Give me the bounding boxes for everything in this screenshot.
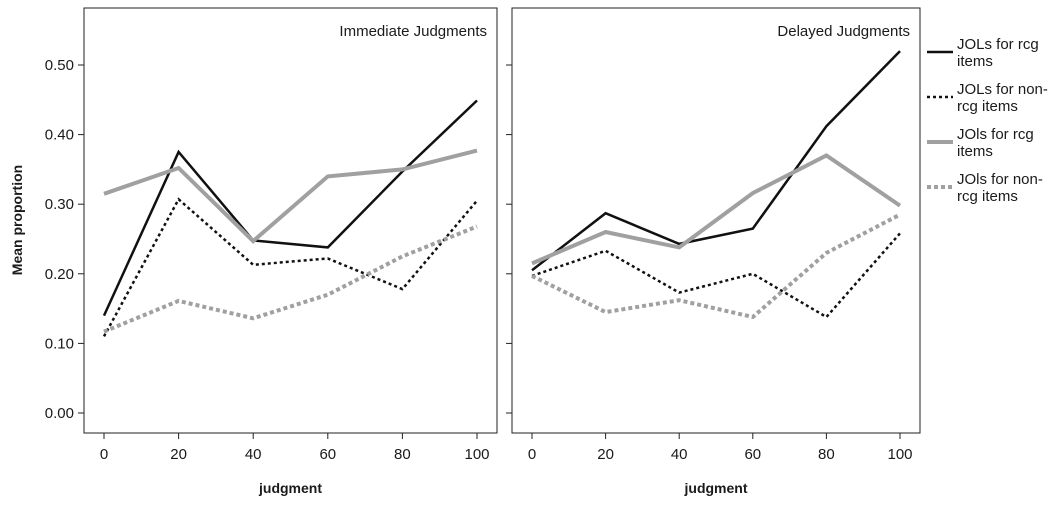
panels-layer: Immediate Judgments 0.00 0.10 0.20 0.30 0.40 0… bbox=[45, 7, 921, 496]
x-axis-title: judgment bbox=[258, 480, 322, 496]
x-tick-label: 0 bbox=[100, 446, 108, 463]
x-tick-label: 20 bbox=[597, 446, 614, 463]
series-line bbox=[531, 153, 902, 266]
series-line bbox=[103, 224, 478, 334]
y-axis-title: Mean proportion bbox=[9, 165, 25, 275]
x-tick-label: 0 bbox=[528, 446, 536, 463]
panel-1: Immediate Judgments 0.00 0.10 0.20 0.30 0.40 0… bbox=[45, 7, 498, 496]
legend-label: JOls for non- bbox=[957, 171, 1043, 188]
legend-label: rcg items bbox=[957, 98, 1018, 115]
x-tick-label: 60 bbox=[319, 446, 336, 463]
x-tick-label: 20 bbox=[170, 446, 187, 463]
y-tick-label: 0.30 bbox=[45, 196, 74, 213]
x-tick-label: 40 bbox=[245, 446, 262, 463]
panel-title: Immediate Judgments bbox=[339, 23, 487, 40]
x-tick-label: 80 bbox=[818, 446, 835, 463]
x-tick-label: 100 bbox=[887, 446, 912, 463]
legend-label: JOLs for rcg bbox=[957, 36, 1039, 53]
series-line bbox=[531, 232, 901, 319]
series-line bbox=[531, 212, 901, 320]
legend-label: JOLs for non- bbox=[957, 81, 1048, 98]
y-tick-label: 0.20 bbox=[45, 266, 74, 283]
y-tick-label: 0.40 bbox=[45, 127, 74, 144]
series-line bbox=[102, 99, 478, 317]
series-line bbox=[102, 197, 478, 337]
legend-label: items bbox=[957, 143, 993, 160]
x-tick-label: 60 bbox=[744, 446, 761, 463]
x-tick-label: 40 bbox=[671, 446, 688, 463]
legend-label: items bbox=[957, 53, 993, 70]
y-tick-label: 0.10 bbox=[45, 335, 74, 352]
y-tick-label: 0.50 bbox=[45, 57, 74, 74]
x-axis-title: judgment bbox=[684, 480, 748, 496]
panel-title: Delayed Judgments bbox=[777, 23, 910, 40]
plot-frame bbox=[83, 7, 498, 434]
legend-label: rcg items bbox=[957, 188, 1018, 205]
plot-frame bbox=[511, 7, 921, 434]
legend-label: JOls for rcg bbox=[957, 126, 1034, 143]
series-line bbox=[531, 50, 901, 272]
y-tick-label: 0.00 bbox=[45, 405, 74, 422]
series-line bbox=[103, 148, 478, 244]
x-tick-label: 80 bbox=[394, 446, 411, 463]
x-tick-label: 100 bbox=[464, 446, 489, 463]
panel-2: Delayed Judgments 0 20 40 60 80 100 judgment bbox=[506, 7, 921, 496]
